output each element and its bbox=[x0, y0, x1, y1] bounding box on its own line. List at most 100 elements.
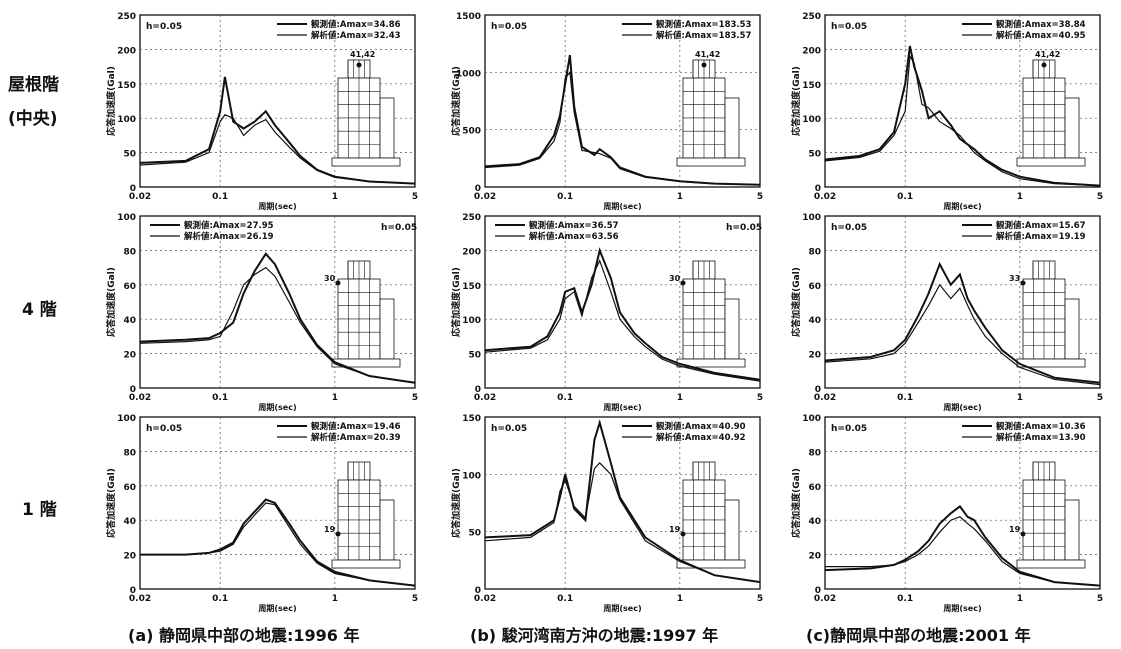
ytick-label-c-1F: 80 bbox=[808, 448, 821, 458]
building-wing-b-roof bbox=[724, 97, 740, 159]
ytick-label-b-4F: 250 bbox=[462, 213, 481, 223]
xtick-label-c-4F: 0.1 bbox=[897, 393, 913, 403]
damping-label-c-4F: h=0.05 bbox=[831, 223, 867, 233]
damping-label-c-1F: h=0.05 bbox=[831, 424, 867, 434]
xtick-label-c-4F: 0.02 bbox=[814, 393, 836, 403]
building-schematic-a-1F bbox=[331, 461, 401, 569]
legend-text-a-4F: 解析値:Amax=26.19 bbox=[184, 231, 274, 242]
xtick-label-a-roof: 1 bbox=[332, 192, 338, 202]
y-axis-label-a-roof: 応答加速度(Gal) bbox=[105, 66, 117, 136]
series-line-b-roof-1 bbox=[484, 70, 761, 186]
ytick-label-a-1F: 0 bbox=[130, 586, 136, 596]
legend-text-b-1F: 解析値:Amax=40.92 bbox=[656, 432, 746, 443]
row-label-4f: 4 階 bbox=[22, 300, 57, 320]
building-foundation-a-1F bbox=[331, 559, 401, 569]
xtick-label-b-4F: 0.02 bbox=[474, 393, 496, 403]
ytick-label-c-4F: 40 bbox=[808, 316, 821, 326]
legend-text-c-4F: 観測値:Amax=15.67 bbox=[996, 220, 1086, 231]
floor-marker-label-b-1F: 19 bbox=[669, 525, 681, 534]
ytick-label-c-4F: 0 bbox=[815, 385, 821, 395]
caption-c: (c)静岡県中部の地震:2001 年 bbox=[806, 626, 1031, 645]
series-line-a-roof-1 bbox=[139, 114, 416, 185]
ytick-label-b-roof: 0 bbox=[475, 184, 481, 194]
xtick-label-c-4F: 1 bbox=[1017, 393, 1023, 403]
ytick-label-c-1F: 60 bbox=[808, 483, 821, 493]
ytick-label-a-4F: 0 bbox=[130, 385, 136, 395]
x-axis-label-c-4F: 周期(sec) bbox=[943, 402, 981, 412]
damping-label-a-1F: h=0.05 bbox=[146, 424, 182, 434]
legend-text-c-1F: 解析値:Amax=13.90 bbox=[996, 432, 1086, 443]
y-axis-label-c-4F: 応答加速度(Gal) bbox=[790, 267, 802, 337]
caption-a: (a) 静岡県中部の地震:1996 年 bbox=[128, 626, 360, 645]
ytick-label-a-roof: 50 bbox=[123, 150, 136, 160]
legend-text-b-4F: 観測値:Amax=36.57 bbox=[529, 220, 619, 231]
xtick-label-c-roof: 5 bbox=[1097, 192, 1103, 202]
ytick-label-b-roof: 500 bbox=[462, 127, 481, 137]
building-wing-c-1F bbox=[1064, 499, 1080, 561]
ytick-label-a-4F: 20 bbox=[123, 351, 136, 361]
floor-marker-label-c-1F: 19 bbox=[1009, 525, 1021, 534]
ytick-label-c-4F: 80 bbox=[808, 247, 821, 257]
ytick-label-c-4F: 60 bbox=[808, 282, 821, 292]
ytick-label-c-1F: 20 bbox=[808, 552, 821, 562]
ytick-label-b-4F: 200 bbox=[462, 247, 481, 257]
ytick-label-c-roof: 200 bbox=[802, 46, 821, 56]
plot-frame-c-roof bbox=[824, 14, 1101, 188]
xtick-label-c-1F: 1 bbox=[1017, 594, 1023, 604]
x-axis-label-a-roof: 周期(sec) bbox=[258, 201, 296, 211]
ytick-label-c-1F: 100 bbox=[802, 414, 821, 424]
plot-frame-a-4F bbox=[139, 215, 416, 389]
xtick-label-a-roof: 0.1 bbox=[212, 192, 228, 202]
building-wing-a-4F bbox=[379, 298, 395, 360]
x-axis-label-b-1F: 周期(sec) bbox=[603, 603, 641, 613]
ytick-label-c-4F: 100 bbox=[802, 213, 821, 223]
damping-label-b-4F: h=0.05 bbox=[726, 223, 762, 233]
legend-text-a-4F: 観測値:Amax=27.95 bbox=[184, 220, 274, 231]
ytick-label-a-4F: 40 bbox=[123, 316, 136, 326]
ytick-label-b-4F: 100 bbox=[462, 316, 481, 326]
xtick-label-b-1F: 0.1 bbox=[557, 594, 573, 604]
xtick-label-c-1F: 0.02 bbox=[814, 594, 836, 604]
ytick-label-c-1F: 40 bbox=[808, 517, 821, 527]
ytick-label-c-roof: 50 bbox=[808, 150, 821, 160]
legend-text-b-roof: 解析値:Amax=183.57 bbox=[656, 30, 752, 41]
ytick-label-a-1F: 80 bbox=[123, 448, 136, 458]
plot-frame-b-roof bbox=[484, 14, 761, 188]
xtick-label-b-1F: 0.02 bbox=[474, 594, 496, 604]
floor-marker-label-b-roof: 41,42 bbox=[695, 50, 720, 59]
series-line-a-1F-1 bbox=[140, 502, 416, 587]
building-foundation-b-roof bbox=[676, 157, 746, 167]
ytick-label-a-roof: 100 bbox=[117, 115, 136, 125]
ytick-label-c-4F: 20 bbox=[808, 351, 821, 361]
ytick-label-a-1F: 100 bbox=[117, 414, 136, 424]
ytick-label-b-4F: 150 bbox=[462, 282, 481, 292]
building-foundation-b-1F bbox=[676, 559, 746, 569]
building-wing-b-1F bbox=[724, 499, 740, 561]
ytick-label-b-1F: 0 bbox=[475, 586, 481, 596]
building-schematic-c-4F bbox=[1016, 260, 1086, 368]
building-foundation-a-4F bbox=[331, 358, 401, 368]
xtick-label-b-roof: 0.02 bbox=[474, 192, 496, 202]
building-schematic-a-4F bbox=[331, 260, 401, 368]
building-wing-a-roof bbox=[379, 97, 395, 159]
legend-text-a-1F: 解析値:Amax=20.39 bbox=[311, 432, 401, 443]
xtick-label-b-1F: 1 bbox=[677, 594, 683, 604]
building-schematic-b-roof bbox=[676, 59, 746, 167]
row-label-1f: 1 階 bbox=[22, 500, 57, 520]
x-axis-label-b-4F: 周期(sec) bbox=[603, 402, 641, 412]
floor-marker-label-b-4F: 30 bbox=[669, 274, 681, 283]
xtick-label-a-roof: 5 bbox=[412, 192, 418, 202]
x-axis-label-a-1F: 周期(sec) bbox=[258, 603, 296, 613]
ytick-label-b-roof: 1000 bbox=[456, 69, 481, 79]
xtick-label-a-1F: 1 bbox=[332, 594, 338, 604]
series-line-c-4F-1 bbox=[824, 283, 1101, 386]
damping-label-a-4F: h=0.05 bbox=[381, 223, 417, 233]
y-axis-label-a-1F: 応答加速度(Gal) bbox=[105, 468, 117, 538]
ytick-label-a-roof: 200 bbox=[117, 46, 136, 56]
building-schematic-c-1F bbox=[1016, 461, 1086, 569]
legend-text-c-1F: 観測値:Amax=10.36 bbox=[996, 421, 1086, 432]
damping-label-a-roof: h=0.05 bbox=[146, 22, 182, 32]
building-schematic-c-roof bbox=[1016, 59, 1086, 167]
x-axis-label-a-4F: 周期(sec) bbox=[258, 402, 296, 412]
ytick-label-c-roof: 100 bbox=[802, 115, 821, 125]
